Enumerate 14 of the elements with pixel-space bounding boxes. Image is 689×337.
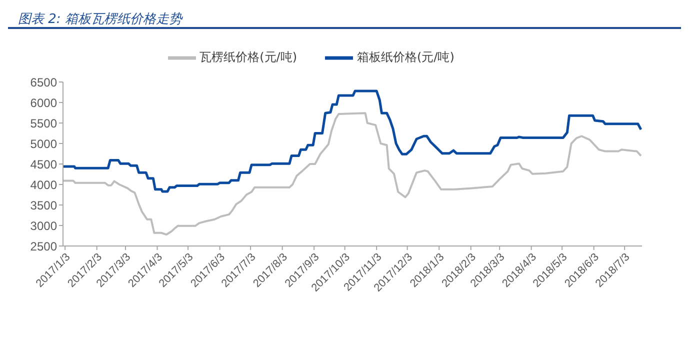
- legend-label: 瓦楞纸价格(元/吨): [200, 50, 297, 64]
- y-tick-label: 4000: [30, 178, 58, 192]
- y-tick-label: 4500: [30, 157, 58, 172]
- chart-title: 图表 2: 箱板瓦楞纸价格走势: [18, 11, 182, 28]
- y-tick-label: 5500: [30, 116, 58, 130]
- y-tick-label: 3000: [30, 218, 58, 233]
- y-tick-label: 5000: [30, 136, 58, 151]
- y-tick-label: 3500: [30, 198, 58, 212]
- line-series: [63, 112, 642, 236]
- y-tick-label: 6000: [30, 96, 58, 110]
- y-tick-label: 6500: [30, 75, 58, 90]
- legend-label: 箱板纸价格(元/吨): [357, 50, 454, 64]
- y-tick-label: 2500: [30, 239, 58, 254]
- line-series: [63, 90, 642, 193]
